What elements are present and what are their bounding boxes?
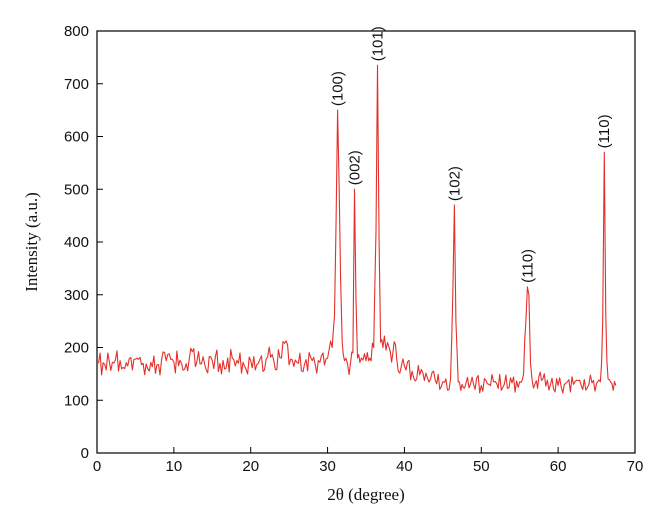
x-tick-label: 20 (242, 458, 259, 475)
xrd-series-line (97, 64, 617, 394)
y-tick-label: 0 (81, 445, 89, 462)
x-axis-title: 2θ (degree) (327, 485, 405, 504)
x-tick-label: 30 (319, 458, 336, 475)
x-tick-label: 40 (396, 458, 413, 475)
series-layer (97, 64, 617, 394)
peak-label: (002) (346, 150, 363, 185)
peak-label: (102) (446, 166, 463, 201)
y-tick-label: 100 (64, 392, 89, 409)
x-tick-label: 70 (627, 458, 644, 475)
peak-label: (110) (596, 114, 613, 148)
peak-label: (110) (519, 249, 536, 283)
peak-label: (100) (330, 71, 347, 106)
x-tick-label: 60 (550, 458, 567, 475)
x-tick-label: 50 (473, 458, 490, 475)
y-tick-label: 800 (64, 23, 89, 40)
peak-label: (101) (370, 26, 387, 61)
x-tick-label: 0 (93, 458, 101, 475)
y-tick-label: 200 (64, 340, 89, 357)
y-tick-label: 600 (64, 129, 89, 146)
y-tick-label: 500 (64, 181, 89, 198)
y-tick-label: 300 (64, 287, 89, 304)
y-tick-label: 700 (64, 76, 89, 93)
peak-annotations: (100) (002) (101) (102) (110) (110) (330, 26, 614, 283)
axis-ticks (96, 30, 636, 454)
y-tick-label: 400 (64, 234, 89, 251)
x-tick-label: 10 (166, 458, 183, 475)
y-axis-title: Intensity (a.u.) (22, 192, 41, 292)
